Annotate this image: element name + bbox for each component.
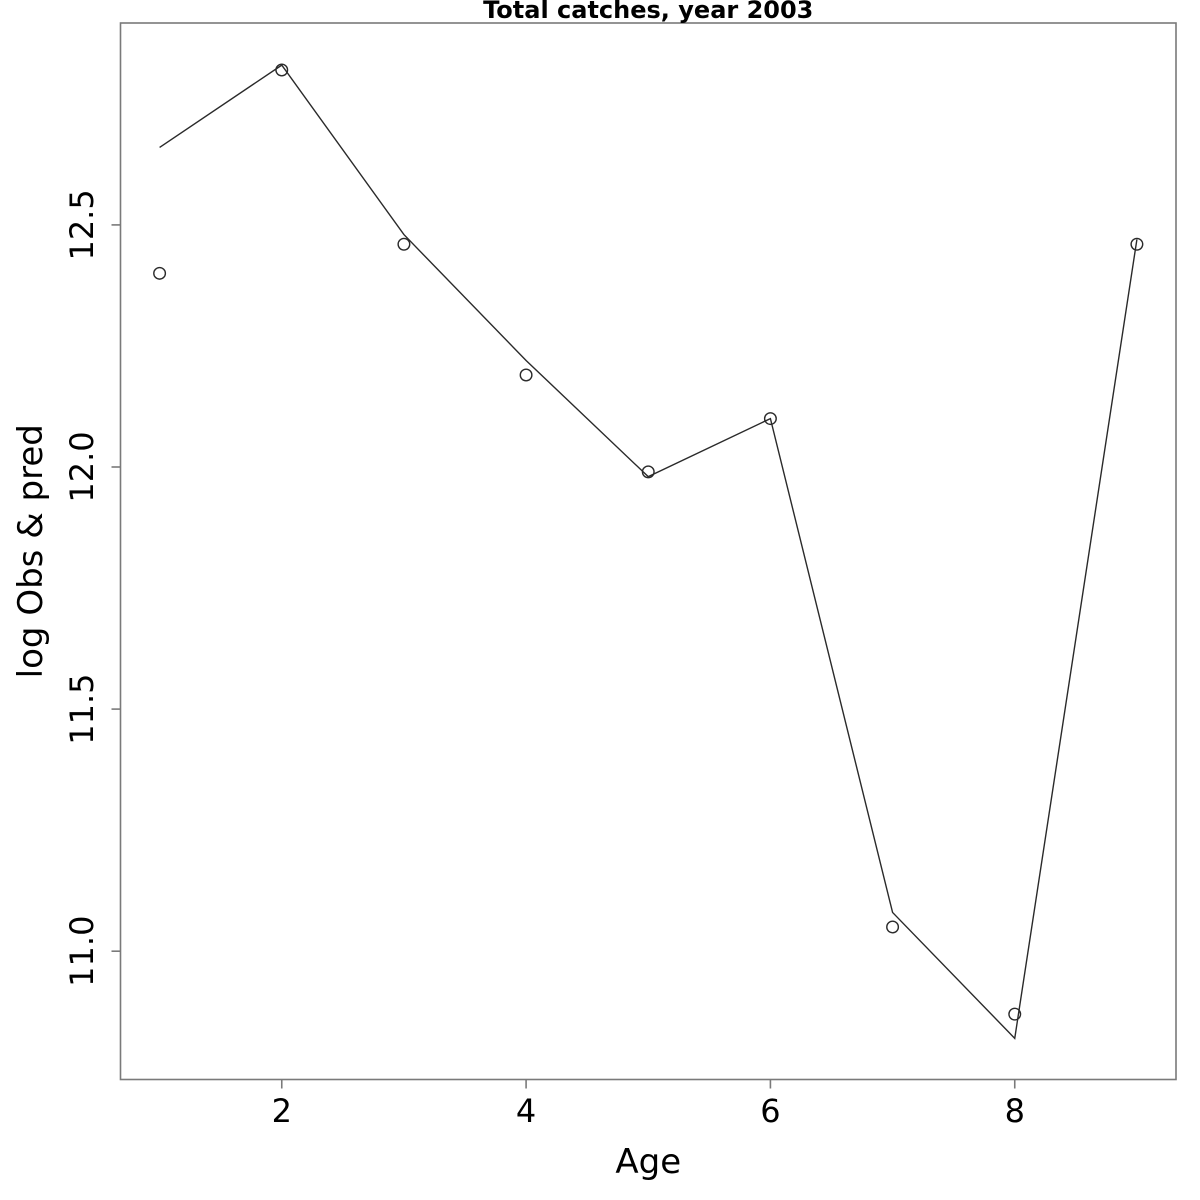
x-tick-label: 2: [272, 1092, 292, 1130]
observed-point: [763, 412, 777, 426]
x-tick-label: 6: [760, 1092, 780, 1130]
y-axis-label: log Obs & pred: [11, 424, 51, 678]
x-tick-label: 8: [1005, 1092, 1025, 1130]
y-tick-label: 11.0: [63, 916, 101, 987]
y-tick-label: 12.5: [63, 189, 101, 260]
observed-point: [397, 237, 411, 251]
observed-point: [1130, 237, 1144, 251]
observed-point: [153, 266, 167, 280]
y-tick-label: 11.5: [63, 673, 101, 744]
observed-point: [519, 368, 533, 382]
observed-point: [275, 63, 289, 77]
x-tick-label: 4: [516, 1092, 536, 1130]
plot-box: [119, 22, 1177, 1081]
chart-title: Total catches, year 2003: [483, 0, 813, 24]
observed-point: [886, 920, 900, 934]
y-tick-label: 12.0: [63, 431, 101, 502]
observed-point: [641, 465, 655, 479]
axes: 2 4 6 8 11.0 11.5 12.0 12.5: [63, 189, 1025, 1130]
x-axis-label: Age: [615, 1142, 681, 1182]
predicted-line: [159, 64, 1138, 1040]
data-series: [153, 63, 1144, 1040]
observed-point: [1008, 1007, 1022, 1021]
